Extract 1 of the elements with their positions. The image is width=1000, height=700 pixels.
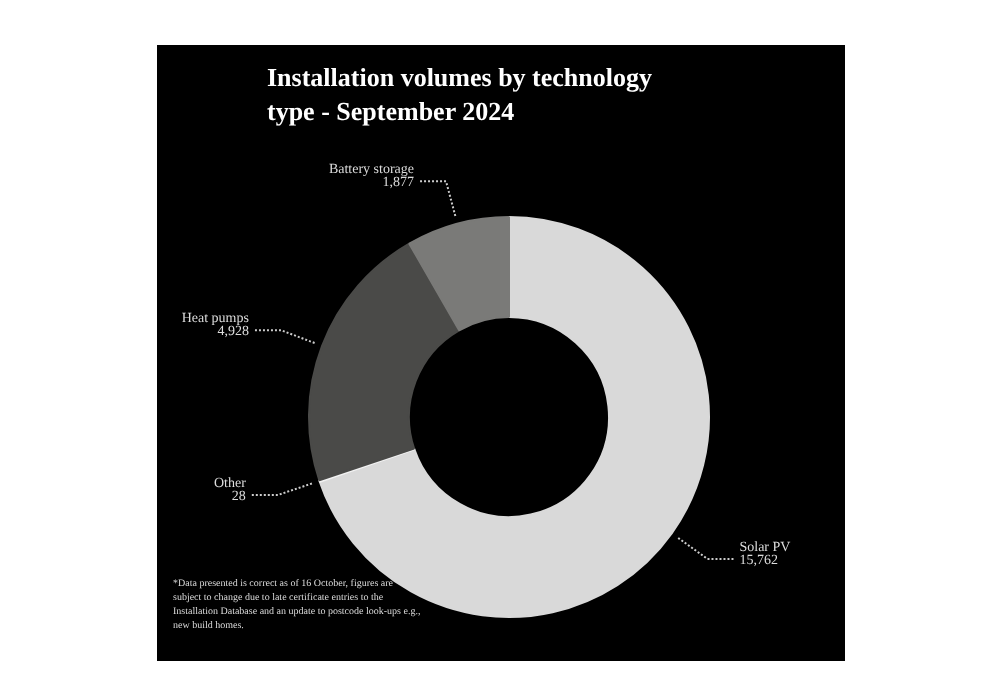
chart-title: Installation volumes by technology type - September 2024 [267, 62, 653, 126]
